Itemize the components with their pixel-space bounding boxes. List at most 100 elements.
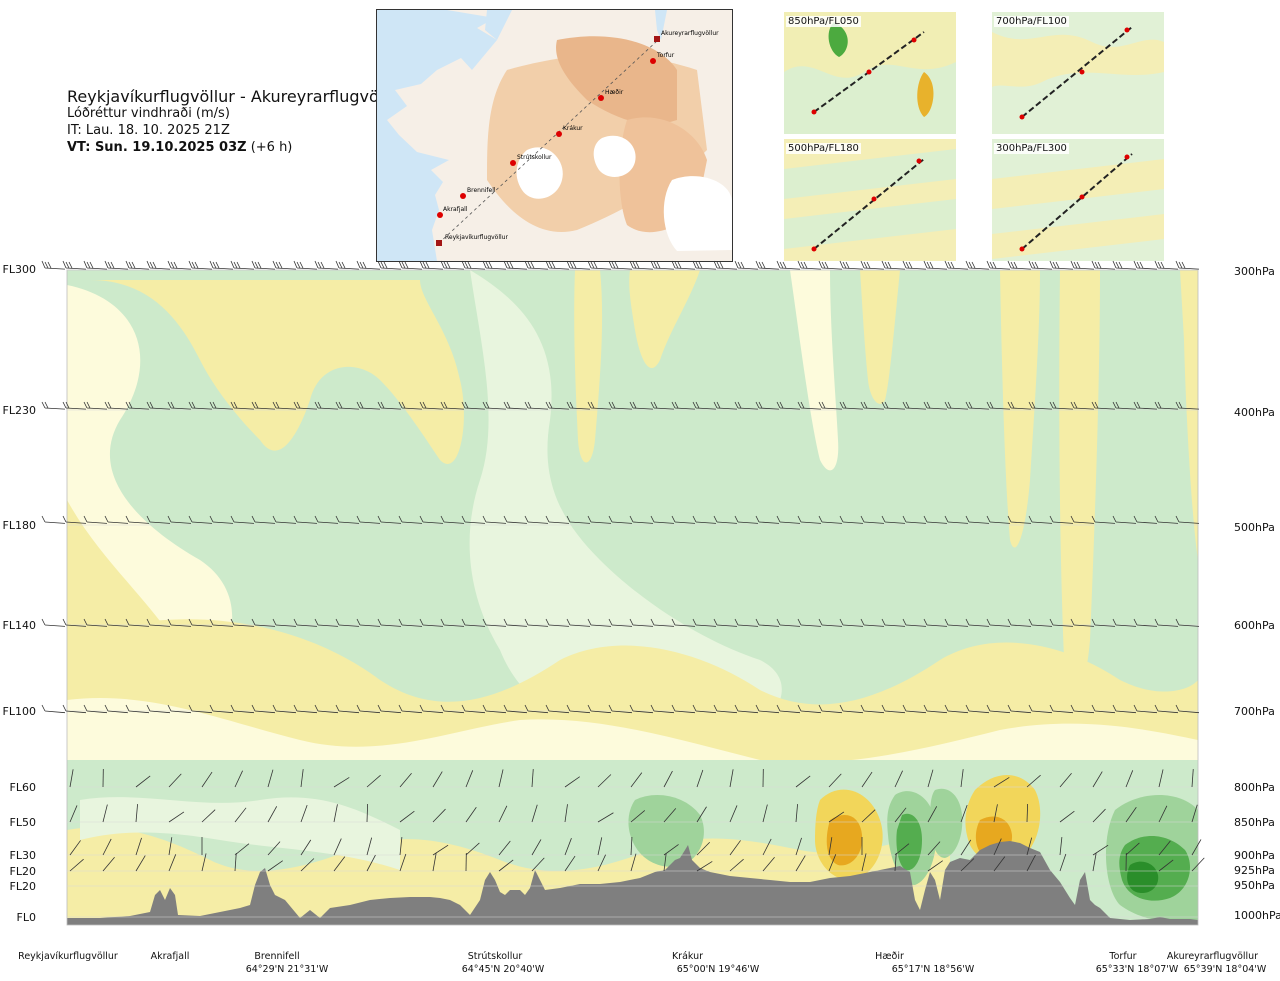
wind-barb bbox=[1094, 710, 1116, 714]
wind-barb bbox=[960, 769, 964, 788]
wind-barb bbox=[863, 267, 885, 270]
wind-barb-feather bbox=[776, 704, 781, 712]
wind-barb bbox=[234, 853, 237, 872]
wind-barb-feather bbox=[296, 401, 301, 409]
wind-barb-feather bbox=[818, 618, 823, 626]
wind-barb-feather bbox=[104, 401, 109, 409]
thumbnail-700hpa[interactable]: 700hPa/FL100 bbox=[992, 12, 1164, 134]
wind-barb bbox=[611, 710, 633, 714]
thumbnail-500hpa[interactable]: 500hPa/FL180 bbox=[784, 139, 956, 261]
wind-barb bbox=[432, 853, 437, 872]
wind-barb-feather bbox=[797, 704, 802, 712]
wind-barb-feather bbox=[629, 260, 634, 269]
wind-barb-feather bbox=[776, 515, 781, 523]
wind-barb-feather bbox=[611, 401, 616, 409]
route-title: Reykjavíkurflugvöllur - Akureyrarflugvöl… bbox=[67, 87, 405, 106]
location-name: Brennifell bbox=[254, 951, 300, 962]
hpa-label: 850hPa bbox=[1234, 816, 1275, 829]
wind-barb bbox=[1178, 407, 1200, 410]
wind-barb-feather bbox=[866, 261, 871, 269]
wind-barb bbox=[758, 267, 780, 270]
wind-barb-feather bbox=[551, 261, 556, 269]
wind-barb bbox=[737, 521, 759, 524]
wind-barb-feather bbox=[1181, 261, 1186, 269]
wind-barb bbox=[527, 624, 549, 627]
wind-barb-feather bbox=[443, 261, 448, 269]
wind-barb-feather bbox=[104, 260, 109, 269]
wind-barb-feather bbox=[398, 260, 403, 269]
hpa-label: 600hPa bbox=[1234, 619, 1275, 632]
wind-barb bbox=[102, 838, 112, 856]
wind-barb bbox=[564, 855, 576, 872]
wind-barb-feather bbox=[965, 618, 970, 626]
route-map-graphic: Akureyrarflugvöllur Torfur Hæðir Krákur … bbox=[377, 10, 732, 261]
wind-barb-feather bbox=[692, 515, 697, 523]
wind-barb bbox=[762, 856, 775, 872]
wind-barb bbox=[1092, 853, 1097, 872]
wind-barb bbox=[135, 837, 142, 856]
wind-barb-feather bbox=[755, 618, 760, 626]
wind-barb bbox=[149, 267, 171, 270]
wind-barb bbox=[1073, 407, 1095, 410]
hpa-label: 800hPa bbox=[1234, 781, 1275, 794]
wind-barb bbox=[674, 407, 696, 410]
wind-barb-feather bbox=[650, 704, 655, 712]
wind-barb bbox=[989, 710, 1011, 714]
wind-barb-feather bbox=[566, 401, 571, 409]
wind-barb-feather bbox=[1139, 261, 1144, 269]
thumbnail-label: 700hPa/FL100 bbox=[994, 16, 1069, 27]
wind-barb bbox=[128, 521, 150, 524]
wind-barb-feather bbox=[545, 260, 550, 269]
wind-barb-feather bbox=[233, 261, 238, 269]
wind-barb bbox=[135, 775, 151, 788]
wind-barb-feather bbox=[779, 401, 784, 409]
wind-barb-feather bbox=[467, 261, 472, 269]
wind-barb-feather bbox=[881, 515, 886, 523]
wind-barb-feather bbox=[377, 401, 382, 409]
wind-barb-feather bbox=[923, 515, 928, 523]
wind-barb bbox=[380, 521, 402, 524]
wind-barb-feather bbox=[110, 261, 115, 269]
wind-barb bbox=[947, 710, 969, 714]
wind-barb bbox=[653, 710, 675, 714]
wind-barb-feather bbox=[758, 261, 763, 269]
wind-barb bbox=[234, 770, 243, 788]
wind-barb bbox=[737, 267, 759, 270]
location-name: Torfur bbox=[1109, 951, 1137, 962]
wind-barb bbox=[1125, 807, 1137, 823]
wind-barb-feather bbox=[800, 401, 805, 409]
wind-barb-feather bbox=[992, 261, 997, 269]
wind-barb bbox=[191, 710, 213, 714]
wind-barb bbox=[1178, 710, 1200, 714]
wind-barb-feather bbox=[965, 260, 970, 269]
wind-barb-feather bbox=[488, 261, 493, 269]
wind-barb bbox=[86, 407, 108, 410]
wind-barb-feather bbox=[755, 260, 760, 269]
wind-barb bbox=[380, 407, 402, 410]
wind-barb bbox=[632, 710, 654, 714]
wind-barb-feather bbox=[401, 401, 406, 409]
thumbnail-850hpa[interactable]: 850hPa/FL050 bbox=[784, 12, 956, 134]
wind-barb-feather bbox=[1091, 401, 1096, 409]
route-map[interactable]: Akureyrarflugvöllur Torfur Hæðir Krákur … bbox=[376, 9, 733, 262]
location-coord: 64°45'N 20°40'W bbox=[461, 964, 545, 975]
wind-barb-feather bbox=[671, 401, 676, 409]
wind-barb bbox=[597, 812, 614, 823]
wind-barb bbox=[1136, 267, 1158, 270]
wind-barb bbox=[212, 267, 234, 270]
wind-barb-feather bbox=[1073, 401, 1078, 409]
wind-barb bbox=[102, 804, 108, 823]
wind-barb-feather bbox=[1007, 704, 1012, 712]
wind-barb-feather bbox=[755, 515, 760, 523]
wind-barb-feather bbox=[425, 261, 430, 269]
wind-barb-feather bbox=[713, 704, 718, 712]
wind-barb-feather bbox=[188, 704, 193, 712]
thumbnail-300hpa[interactable]: 300hPa/FL300 bbox=[992, 139, 1164, 261]
wind-barb-feather bbox=[671, 260, 676, 269]
wind-barb-feather bbox=[803, 261, 808, 269]
wind-barb-feather bbox=[503, 401, 508, 409]
wind-barb bbox=[590, 521, 612, 524]
wind-barb-feather bbox=[461, 260, 466, 269]
wind-barb-feather bbox=[1007, 618, 1012, 626]
wind-barb bbox=[300, 804, 308, 823]
